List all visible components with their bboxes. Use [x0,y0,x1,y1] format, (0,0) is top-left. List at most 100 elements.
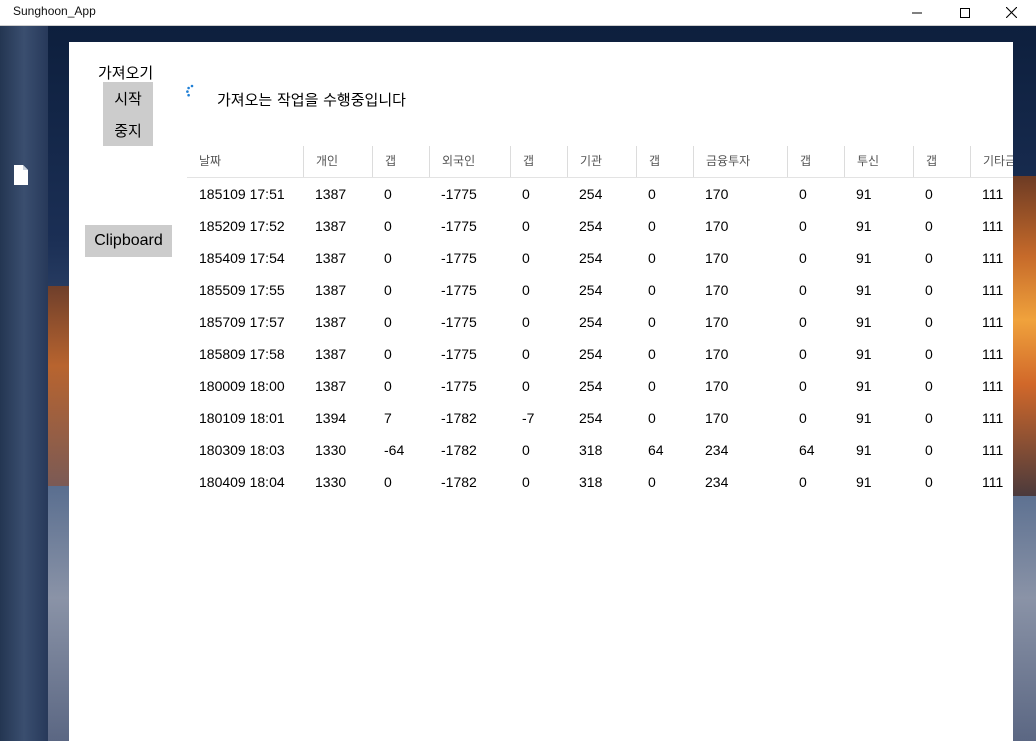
data-grid: 날짜 개인 갭 외국인 갭 기관 갭 금융투자 갭 투신 갭 기타금 18510… [187,146,1013,498]
column-header-investment-trust[interactable]: 투신 [844,146,913,177]
table-cell: -1782 [441,474,477,490]
table-cell: -1775 [441,282,477,298]
table-cell: 170 [705,250,729,266]
table-cell: 91 [856,474,872,490]
table-row[interactable]: 180109 18:01 1394 7 -1782 -7 254 0 170 0 91 0 111 [187,402,1013,434]
left-sidebar [0,26,48,741]
column-header-foreign[interactable]: 외국인 [429,146,510,177]
column-header-gap[interactable]: 갭 [636,146,693,177]
column-header-gap[interactable]: 갭 [787,146,844,177]
column-header-date[interactable]: 날짜 [199,154,222,168]
table-cell: -1782 [441,410,477,426]
table-cell: 170 [705,378,729,394]
table-cell: 185809 17:58 [199,346,285,362]
table-cell: 0 [384,250,392,266]
table-cell: 254 [579,186,603,202]
table-cell: 0 [799,250,807,266]
table-row[interactable]: 185709 17:57 1387 0 -1775 0 254 0 170 0 91 0 111 [187,306,1013,338]
table-cell: 111 [982,314,1004,330]
table-cell: 0 [522,474,530,490]
table-cell: 91 [856,186,872,202]
table-cell: 111 [982,186,1004,202]
table-row[interactable]: 180409 18:04 1330 0 -1782 0 318 0 234 0 91 0 111 [187,466,1013,498]
table-cell: 0 [925,218,933,234]
table-cell: 180109 18:01 [199,410,285,426]
table-cell: 91 [856,410,872,426]
table-cell: 1387 [315,378,347,394]
table-cell: 111 [982,410,1004,426]
table-cell: 185209 17:52 [199,218,285,234]
table-cell: 0 [384,378,392,394]
clipboard-button[interactable]: Clipboard [85,225,172,257]
table-row[interactable]: 185109 17:51 1387 0 -1775 0 254 0 170 0 91 0 111 [187,178,1013,210]
table-cell: 254 [579,218,603,234]
fetch-label: 가져오기 [98,64,154,82]
table-cell: 0 [384,186,392,202]
column-header-other-finance[interactable]: 기타금 [970,146,1013,177]
maximize-button[interactable] [942,0,988,25]
table-cell: 185409 17:54 [199,250,285,266]
start-button[interactable]: 시작 [103,82,153,114]
table-cell: -1775 [441,218,477,234]
table-cell: 180009 18:00 [199,378,285,394]
table-cell: 0 [925,186,933,202]
stop-button[interactable]: 중지 [103,114,153,146]
column-header-financial-investment[interactable]: 금융투자 [693,146,787,177]
table-cell: 170 [705,218,729,234]
table-cell: 0 [522,186,530,202]
table-cell: 318 [579,442,603,458]
table-cell: 0 [522,378,530,394]
close-icon [1005,7,1017,18]
minimize-button[interactable] [894,0,940,25]
table-cell: -1775 [441,186,477,202]
table-cell: 0 [799,378,807,394]
column-header-gap[interactable]: 갭 [913,146,970,177]
table-cell: -1782 [441,442,477,458]
table-cell: -64 [384,442,405,458]
table-cell: 0 [522,442,530,458]
table-cell: 180309 18:03 [199,442,285,458]
column-header-individual[interactable]: 개인 [303,146,372,177]
table-cell: 170 [705,346,729,362]
table-cell: 0 [522,346,530,362]
table-cell: 111 [982,378,1004,394]
close-button[interactable] [988,0,1034,25]
table-cell: 0 [648,346,656,362]
table-cell: 91 [856,250,872,266]
table-cell: 0 [648,410,656,426]
table-cell: 0 [925,410,933,426]
status-message: 가져오는 작업을 수행중입니다 [217,91,406,109]
table-cell: 0 [799,410,807,426]
table-cell: 0 [925,346,933,362]
table-cell: 254 [579,282,603,298]
file-icon[interactable] [10,164,32,186]
table-cell: 254 [579,250,603,266]
table-cell: 254 [579,314,603,330]
table-cell: 0 [384,314,392,330]
table-cell: 111 [982,442,1004,458]
table-row[interactable]: 185509 17:55 1387 0 -1775 0 254 0 170 0 91 0 111 [187,274,1013,306]
table-cell: 91 [856,218,872,234]
table-cell: 1330 [315,474,347,490]
column-header-gap[interactable]: 갭 [510,146,567,177]
table-cell: 0 [648,218,656,234]
table-row[interactable]: 185809 17:58 1387 0 -1775 0 254 0 170 0 91 0 111 [187,338,1013,370]
table-cell: 254 [579,346,603,362]
table-row[interactable]: 185209 17:52 1387 0 -1775 0 254 0 170 0 91 0 111 [187,210,1013,242]
table-cell: -1775 [441,346,477,362]
table-cell: 170 [705,282,729,298]
table-cell: 0 [648,314,656,330]
column-header-institution[interactable]: 기관 [567,146,636,177]
table-row[interactable]: 180309 18:03 1330 -64 -1782 0 318 64 234 64 91 0 11… [187,434,1013,466]
table-cell: 91 [856,346,872,362]
table-cell: 170 [705,186,729,202]
table-cell: 0 [799,346,807,362]
main-panel: 가져오기 시작 중지 Clipboard 가져오는 작업을 수행중입니다 날짜 … [69,42,1013,741]
table-row[interactable]: 185409 17:54 1387 0 -1775 0 254 0 170 0 91 0 111 [187,242,1013,274]
table-row[interactable]: 180009 18:00 1387 0 -1775 0 254 0 170 0 91 0 111 [187,370,1013,402]
table-cell: 185709 17:57 [199,314,285,330]
table-cell: 111 [982,346,1004,362]
table-cell: 0 [648,250,656,266]
table-cell: 91 [856,442,872,458]
column-header-gap[interactable]: 갭 [372,146,429,177]
